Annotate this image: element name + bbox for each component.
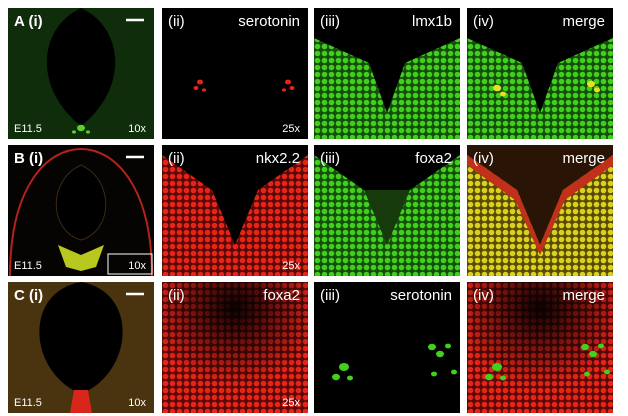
panel: (iv) merge (467, 145, 613, 276)
panel-label: A (i) (14, 13, 43, 30)
bg (162, 8, 308, 139)
cell (500, 375, 506, 381)
panel-label: C (i) (14, 287, 43, 304)
cell (285, 79, 291, 85)
cell (77, 124, 85, 132)
stage-label: E11.5 (14, 397, 42, 409)
cell (431, 371, 437, 377)
floor (58, 245, 104, 271)
marker-label: merge (562, 13, 605, 30)
panel-label: (iv) (473, 287, 494, 304)
panel: (iii) foxa2 (314, 145, 460, 276)
panel-label: (ii) (168, 13, 185, 30)
panel-label: (ii) (168, 150, 185, 167)
tissue (467, 38, 613, 139)
cell (451, 369, 457, 375)
cell (445, 343, 451, 349)
marker-label: serotonin (238, 13, 300, 30)
magnification-label: 10x (128, 397, 146, 409)
marker-label: nkx2.2 (256, 150, 300, 167)
panel-label: (iv) (473, 150, 494, 167)
tissue (314, 38, 460, 139)
magnification-label: 25x (282, 397, 300, 409)
cell (500, 91, 506, 97)
panel: (ii) nkx2.2 25x (162, 145, 308, 276)
cell (86, 130, 90, 134)
magnification-label: 25x (282, 123, 300, 135)
panel: (iv) merge (467, 282, 613, 413)
lumen (39, 282, 123, 394)
lumen (46, 8, 116, 126)
tissue (314, 155, 460, 276)
panel: (ii) serotonin 25x (162, 8, 308, 139)
panel-label: (iii) (320, 287, 340, 304)
marker-label: foxa2 (415, 150, 452, 167)
inset (107, 253, 153, 275)
marker-label: merge (562, 150, 605, 167)
panel-label: (iii) (320, 13, 340, 30)
cell (485, 373, 493, 381)
cell (202, 88, 206, 92)
panel: (iii) serotonin (314, 282, 460, 413)
cell (197, 79, 203, 85)
marker-label: serotonin (390, 287, 452, 304)
marker-label: foxa2 (263, 287, 300, 304)
cell (193, 86, 199, 90)
shade (162, 282, 308, 413)
cell (339, 363, 349, 371)
magnification-label: 10x (128, 260, 146, 272)
panel-label: (ii) (168, 287, 185, 304)
cell (332, 373, 340, 381)
lumen (55, 164, 107, 241)
panel: (iv) merge (467, 8, 613, 139)
cell (594, 87, 600, 93)
stage-label: E11.5 (14, 260, 42, 272)
magnification-label: 10x (128, 123, 146, 135)
panel: A (i) E11.5 10x (8, 8, 154, 139)
cell (604, 369, 610, 375)
panel-label: B (i) (14, 150, 43, 167)
cell (347, 375, 353, 381)
stage-label: E11.5 (14, 123, 42, 135)
cell (428, 343, 436, 351)
cell (581, 343, 589, 351)
outline (9, 147, 153, 277)
cell (72, 130, 76, 134)
cell (289, 86, 295, 90)
panel: (iii) lmx1b (314, 8, 460, 139)
cell (598, 343, 604, 349)
cell (492, 363, 502, 371)
tissue (162, 155, 308, 276)
panel-label: (iii) (320, 150, 340, 167)
cell (587, 80, 595, 88)
cell (584, 371, 590, 377)
cell (589, 350, 597, 358)
marker-label: merge (562, 287, 605, 304)
panel-label: (iv) (473, 13, 494, 30)
marker-label: lmx1b (412, 13, 452, 30)
cell (282, 88, 286, 92)
panel: (ii) foxa2 25x (162, 282, 308, 413)
cell (436, 350, 444, 358)
cell (493, 84, 501, 92)
floor (70, 390, 92, 413)
panel: C (i) E11.5 10x (8, 282, 154, 413)
panel: B (i) E11.5 10x (8, 145, 154, 277)
magnification-label: 25x (282, 260, 300, 272)
